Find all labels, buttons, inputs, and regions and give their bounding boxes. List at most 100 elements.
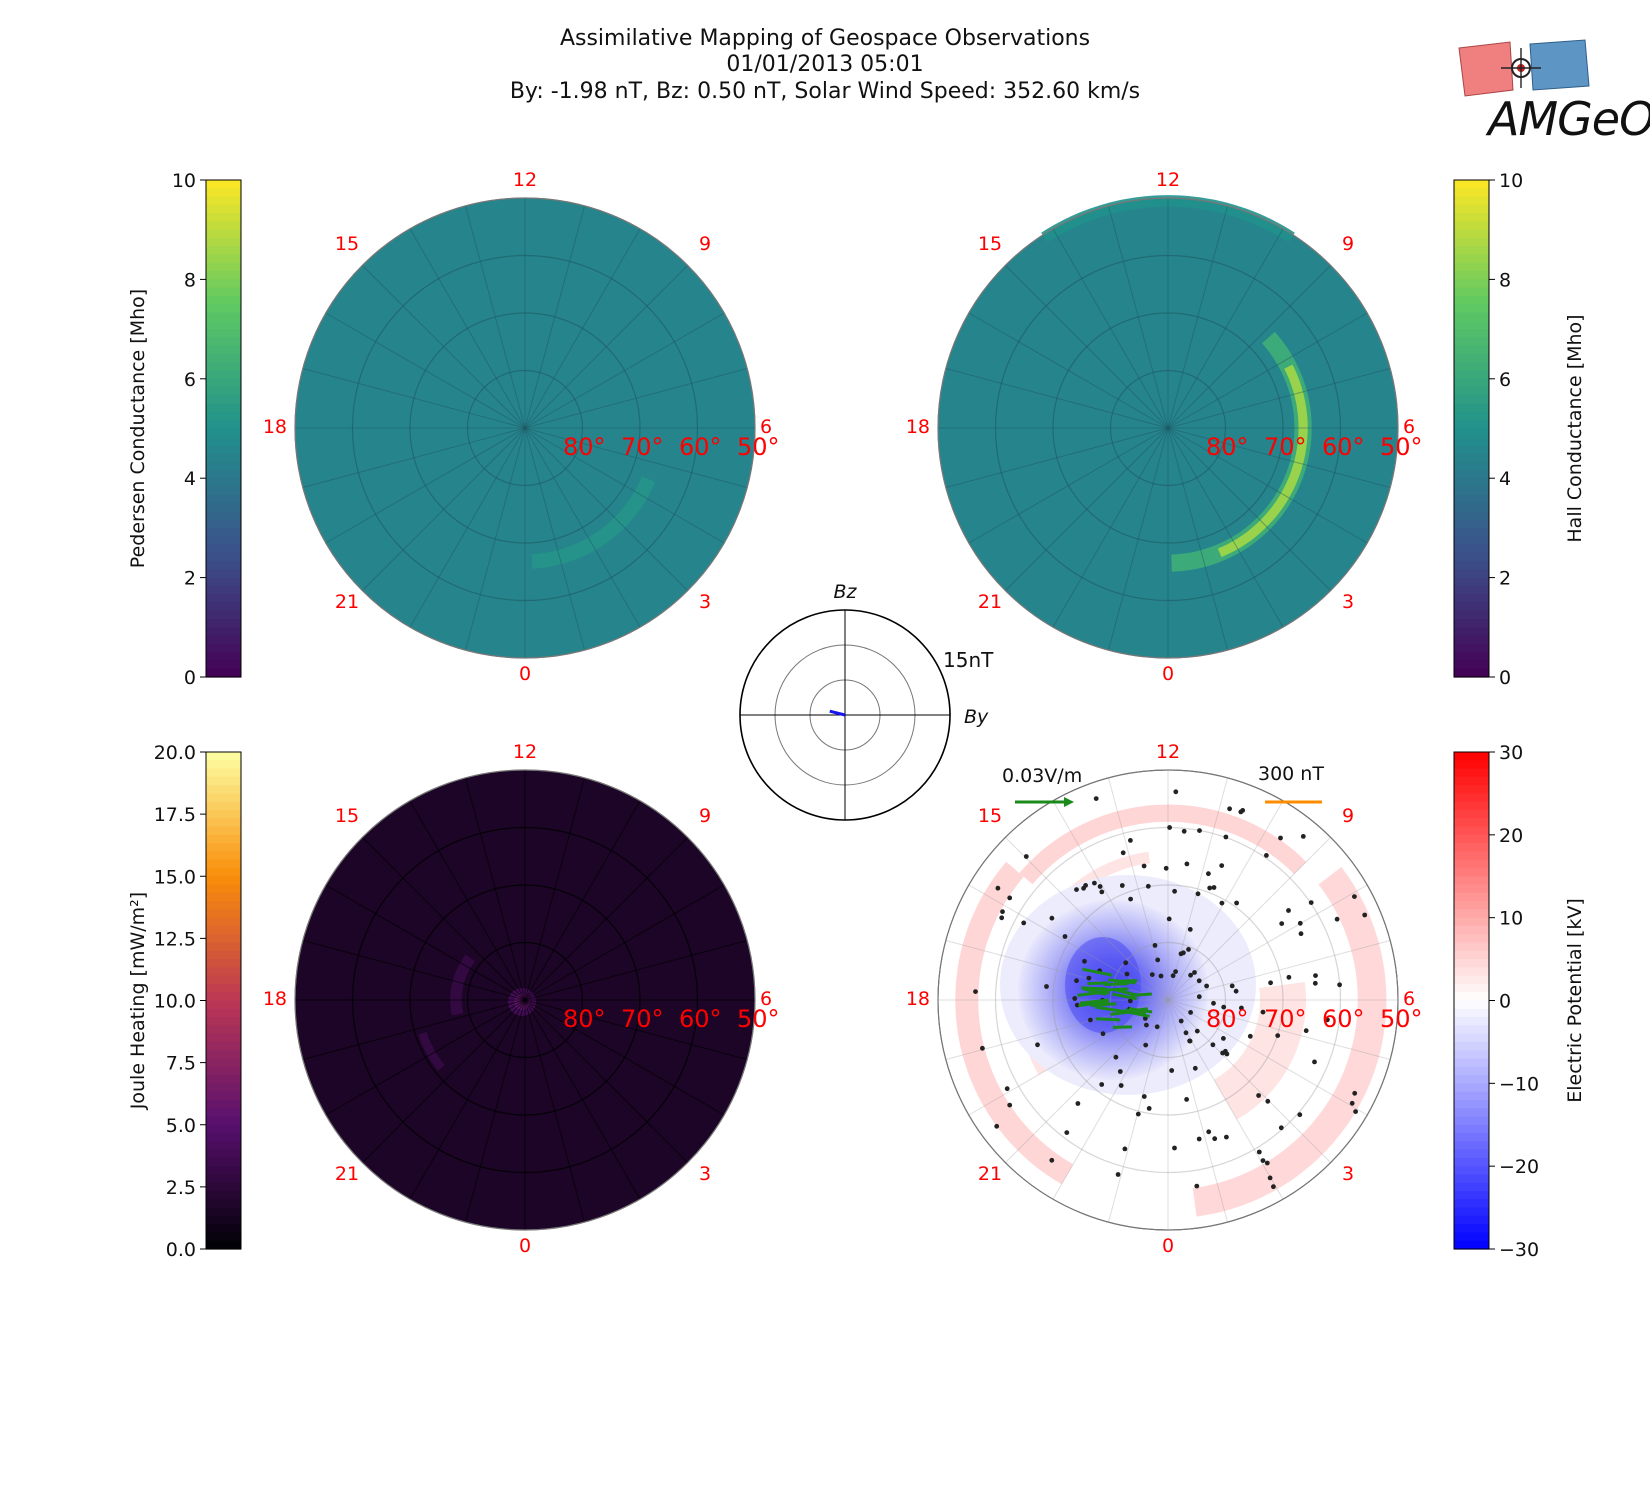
colorbar-segment (206, 271, 241, 280)
observation-point (1178, 1018, 1184, 1024)
colorbar-segment (206, 884, 241, 894)
colorbar-segment (1454, 901, 1489, 910)
latitude-label: 80° (563, 1005, 606, 1033)
colorbar-segment (1454, 801, 1489, 811)
colorbar-segment (1454, 337, 1489, 347)
mlt-grid-line (1107, 777, 1169, 1001)
mlt-grid-line (524, 999, 725, 1116)
mlt-label-6: 6 (1403, 416, 1415, 438)
mlt-grid-line (1167, 999, 1391, 1061)
mlt-grid-line (524, 367, 748, 429)
observation-point (980, 1045, 985, 1051)
observation-point (1072, 996, 1078, 1001)
mlt-grid-line (302, 939, 526, 1001)
colorbar-segment (1454, 909, 1489, 919)
colorbar-segment (1454, 204, 1489, 214)
colorbar-tick-label: 4 (184, 468, 196, 490)
colorbar-segment (206, 851, 241, 861)
colorbar-segment (1454, 1008, 1489, 1018)
colorbar-segment (1454, 1091, 1489, 1101)
colorbar-segment (1454, 478, 1489, 488)
colorbar-tick-label: 2.5 (166, 1177, 196, 1199)
colorbar-segment (206, 925, 241, 935)
mlt-grid-line (409, 800, 526, 1001)
latitude-grid-circle (994, 254, 1342, 602)
mlt-label-0: 0 (1162, 663, 1174, 685)
observation-point (1352, 894, 1357, 899)
colorbar-segment (206, 1224, 241, 1234)
electric-field-vector (1124, 1008, 1147, 1015)
mlt-grid-line (524, 777, 586, 1001)
observation-point (973, 989, 978, 994)
observation-point (1207, 885, 1213, 891)
observation-point (1007, 895, 1013, 901)
colorbar-segment (206, 295, 241, 305)
amgeo-logo-text: AMGeO (1488, 92, 1650, 146)
mlt-label-6: 6 (760, 416, 772, 438)
colorbar-segment (206, 585, 241, 595)
observation-point (1186, 947, 1191, 952)
observation-point (1188, 972, 1193, 978)
observation-point (1123, 960, 1129, 966)
colorbar-segment (1454, 287, 1489, 297)
colorbar-segment (1454, 229, 1489, 239)
colorbar-segment (1454, 975, 1489, 985)
colorbar-segment (1454, 967, 1489, 977)
colorbar-segment (206, 1083, 241, 1093)
electric-field-vector (1090, 1002, 1117, 1008)
observation-point (1260, 1158, 1266, 1163)
imf-vector (829, 709, 846, 717)
mlt-grid-line (968, 999, 1169, 1116)
mlt-label-12: 12 (513, 741, 537, 763)
mlt-grid-line (524, 800, 641, 1001)
colorbar-segment (1454, 1066, 1489, 1076)
mlt-grid-line (1167, 999, 1229, 1223)
colorbar-segment (206, 494, 241, 504)
observation-point (1181, 828, 1187, 834)
observation-point (1173, 969, 1178, 974)
title-line-2: 01/01/2013 05:01 (726, 52, 924, 77)
mlt-label-3: 3 (1342, 591, 1354, 613)
colorbar-segment (1454, 619, 1489, 628)
colorbar-segment (206, 627, 241, 637)
mlt-grid-line (968, 427, 1169, 544)
mlt-grid-line (1167, 427, 1284, 628)
observation-point (1221, 1036, 1226, 1041)
colorbar-segment (1454, 353, 1489, 363)
mlt-grid-line (362, 265, 526, 429)
colorbar-tick-label: 10 (172, 170, 196, 192)
mlt-label-18: 18 (906, 416, 930, 438)
mlt-grid-line (1167, 427, 1229, 651)
mlt-grid-line (524, 939, 748, 1001)
observation-point (1141, 1094, 1147, 1099)
colorbar-segment (206, 1124, 241, 1134)
colorbar-segment (1454, 635, 1489, 645)
colorbar-segment (206, 461, 241, 471)
observation-point (1187, 927, 1193, 932)
colorbar-segment (1454, 1166, 1489, 1176)
mlt-label-18: 18 (263, 988, 287, 1010)
pedersen-colorbar: 0 2 4 6 8 10 Pedersen Conductance [Mho] (127, 170, 242, 689)
observation-point (1334, 916, 1340, 922)
colorbar-tick-label: 7.5 (166, 1053, 196, 1075)
electric-field-vector (1095, 1017, 1121, 1022)
colorbar-segment (1454, 1157, 1489, 1167)
mlt-grid-line (1052, 800, 1169, 1001)
observation-point (1278, 835, 1283, 841)
colorbar-segment (206, 635, 241, 645)
electric-field-vector (1103, 982, 1129, 987)
latitude-label: 50° (737, 1005, 780, 1033)
observation-point (1297, 1112, 1303, 1118)
colorbar-segment (206, 1058, 241, 1068)
observation-point (1113, 1054, 1119, 1060)
observation-point (1074, 1002, 1080, 1008)
colorbar-segment (206, 420, 241, 430)
observation-point (1264, 1160, 1270, 1166)
colorbar-segment (206, 1207, 241, 1217)
latitude-label: 80° (1206, 1005, 1249, 1033)
latitude-label: 60° (1322, 1005, 1365, 1033)
mlt-grid-line (524, 999, 641, 1200)
mlt-grid-line (1167, 205, 1229, 429)
observation-point (1035, 1042, 1040, 1048)
observation-point (1117, 1069, 1123, 1074)
